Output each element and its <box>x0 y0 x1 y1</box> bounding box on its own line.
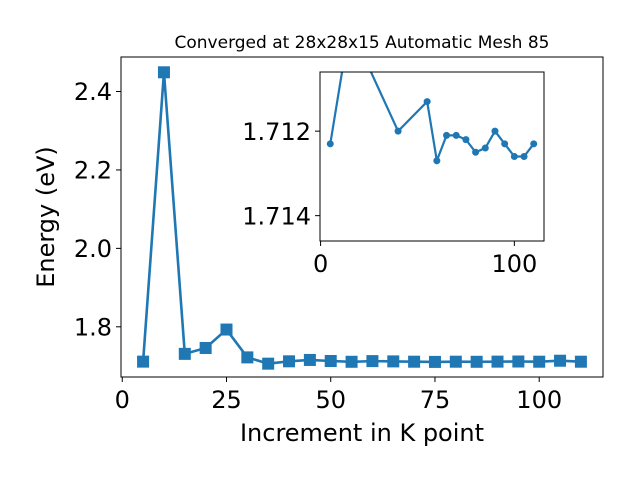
x-tick-label: 0 <box>313 250 328 278</box>
data-point <box>470 355 483 368</box>
inset-x-ticks: 0 100 <box>313 241 537 278</box>
series-line <box>141 72 581 365</box>
data-point <box>220 323 233 336</box>
main-y-ticks: 1.8 2.0 2.2 2.4 <box>74 78 121 341</box>
x-tick-label: 25 <box>211 386 242 414</box>
chart-title: Converged at 28x28x15 Automatic Mesh 85 <box>175 33 550 53</box>
data-point <box>326 140 334 148</box>
data-point <box>423 98 431 106</box>
x-tick-label: 0 <box>115 386 130 414</box>
y-tick-label: 2.2 <box>74 157 112 185</box>
data-point <box>449 355 462 368</box>
data-point <box>481 144 489 152</box>
data-point <box>530 140 538 148</box>
main-chart: Converged at 28x28x15 Automatic Mesh 85 … <box>32 33 604 447</box>
y-tick-label: 1.712 <box>242 118 311 146</box>
data-point <box>366 355 379 368</box>
x-tick-label: 100 <box>516 386 562 414</box>
data-point <box>501 140 509 148</box>
data-point <box>303 353 316 366</box>
data-point <box>408 355 421 368</box>
data-point <box>157 66 170 79</box>
inset-plot-area <box>326 72 538 165</box>
data-point <box>491 355 504 368</box>
data-point <box>520 153 528 160</box>
x-tick-label: 75 <box>420 386 451 414</box>
y-tick-label: 1.8 <box>74 313 112 341</box>
main-plot-area <box>137 66 587 370</box>
y-axis-label: Energy (eV) <box>32 146 60 288</box>
inset-y-ticks: 1.712 1.714 <box>242 118 320 230</box>
data-point <box>387 355 400 368</box>
data-point <box>533 355 546 368</box>
y-tick-label: 2.4 <box>74 78 112 106</box>
data-point <box>452 131 460 139</box>
data-point <box>262 357 275 370</box>
y-tick-label: 1.714 <box>242 202 311 230</box>
data-point <box>199 341 212 354</box>
data-point <box>512 355 525 368</box>
x-tick-label: 100 <box>491 250 537 278</box>
data-point <box>428 355 441 368</box>
x-tick-label: 50 <box>315 386 346 414</box>
data-point <box>443 131 451 139</box>
data-point <box>178 347 191 360</box>
main-axes-frame <box>120 56 604 378</box>
data-point <box>433 157 441 165</box>
data-point <box>491 127 499 135</box>
inset-background <box>320 72 544 241</box>
data-point <box>241 351 254 364</box>
data-point <box>510 153 518 160</box>
data-point <box>137 355 150 368</box>
data-point <box>394 127 402 135</box>
data-point <box>554 354 567 367</box>
data-point <box>324 355 337 367</box>
main-x-ticks: 0 25 50 75 100 <box>115 377 562 414</box>
data-point <box>283 355 296 368</box>
inset-axes-frame <box>319 71 545 242</box>
x-axis-label: Increment in K point <box>240 419 484 447</box>
inset-chart: 0 100 1.712 1.714 <box>242 71 545 278</box>
y-tick-label: 2.0 <box>74 235 112 263</box>
data-point <box>574 355 587 368</box>
data-point <box>462 136 470 144</box>
data-point <box>472 148 480 156</box>
data-point <box>345 355 358 368</box>
